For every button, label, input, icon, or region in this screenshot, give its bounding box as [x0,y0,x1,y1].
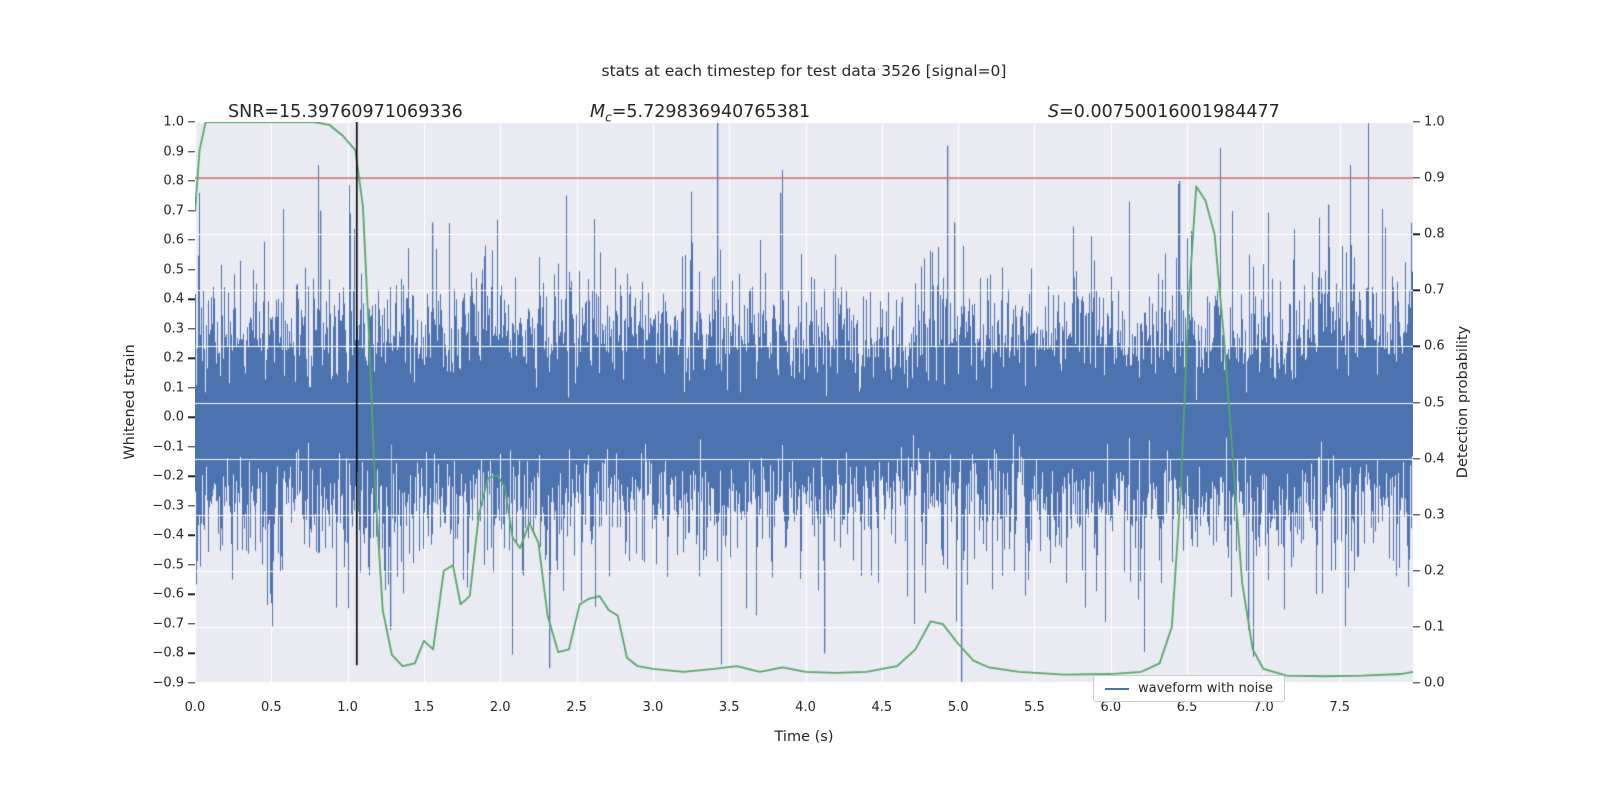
y-right-tick-mark [1413,345,1420,348]
x-tick-label: 0.5 [260,700,282,715]
y-left-tick-mark [188,387,195,389]
y-right-tick-label: 0.4 [1424,451,1445,467]
y-left-tick-label: −0.2 [152,468,184,484]
y-left-tick-label: 1.0 [163,114,184,130]
y-left-tick-label: 0.1 [163,380,184,396]
x-tick-label: 5.0 [947,700,969,715]
y-left-tick-label: 0.7 [163,203,184,219]
y-right-tick-mark [1413,457,1420,460]
y-left-tick-label: −0.9 [152,675,184,691]
y-left-tick-mark [188,623,195,625]
x-tick-label: 3.5 [718,700,740,715]
y-left-tick-label: −0.7 [152,616,184,632]
y-left-tick-label: 0.0 [163,409,184,425]
y-left-tick-label: 0.6 [163,232,184,248]
x-tick-label: 5.5 [1024,700,1045,715]
y-left-tick-mark [188,357,195,359]
y-left-tick-mark [188,209,195,212]
y-left-tick-mark [188,180,195,182]
annotation-snr-text: SNR=15.39760971069336 [228,102,463,122]
y-right-tick-mark [1413,513,1420,516]
plot-canvas [195,122,1413,683]
x-tick-label: 6.5 [1176,700,1198,715]
chirp-mass-symbol: M [590,102,606,122]
y-left-tick-label: 0.9 [163,144,184,160]
y-left-tick-mark [188,150,195,153]
y-right-tick-label: 0.0 [1424,675,1445,691]
x-tick-label: 7.5 [1329,700,1351,715]
y-left-tick-mark [188,121,195,123]
legend-item-label: waveform with noise [1138,681,1274,696]
chart-title: stats at each timestep for test data 352… [601,62,1007,80]
y-left-tick-mark [188,475,195,478]
x-tick-label: 4.5 [871,700,893,715]
y-left-tick-label: 0.2 [163,350,184,366]
s-symbol: S [1048,102,1060,122]
y-left-tick-label: 0.3 [163,321,184,337]
y-axis-label-right: Detection probability [1455,325,1471,479]
annotation-s: S=0.00750016001984477 [1048,102,1280,122]
annotation-chirp-mass: Mc=5.729836940765381 [590,102,810,125]
legend: waveform with noise [1093,675,1286,702]
y-right-tick-label: 0.6 [1424,338,1445,354]
y-left-tick-label: −0.8 [152,645,184,661]
annotation-snr: SNR=15.39760971069336 [228,102,463,122]
y-left-tick-mark [188,268,195,271]
y-axis-label-left: Whitened strain [122,344,138,460]
x-axis-label: Time (s) [774,729,834,745]
x-tick-label: 0.0 [184,700,206,715]
y-right-tick-mark [1413,570,1420,572]
y-right-tick-mark [1413,682,1420,684]
y-right-tick-mark [1413,233,1420,235]
y-right-tick-mark [1413,626,1420,628]
chirp-mass-value: =5.729836940765381 [611,102,811,122]
x-tick-label: 4.0 [795,700,816,715]
y-right-tick-label: 0.8 [1424,226,1445,242]
y-left-tick-label: 0.5 [163,262,184,278]
plot-area [195,122,1413,683]
y-right-tick-mark [1413,289,1420,291]
chirp-mass-subscript: c [605,110,612,125]
y-right-tick-label: 0.7 [1424,282,1445,298]
x-tick-label: 6.0 [1100,700,1122,715]
y-left-tick-label: −0.1 [152,439,184,455]
x-tick-label: 3.0 [642,700,664,715]
x-tick-label: 2.0 [489,700,511,715]
y-left-tick-mark [188,298,195,300]
x-tick-label: 1.5 [413,700,435,715]
y-left-tick-mark [188,446,195,448]
x-tick-label: 2.5 [566,700,587,715]
y-left-tick-label: −0.5 [152,557,184,573]
y-right-tick-label: 0.1 [1424,619,1445,635]
y-left-tick-label: −0.6 [152,586,184,602]
s-value: =0.00750016001984477 [1059,102,1280,122]
y-left-tick-mark [188,416,195,418]
y-left-tick-mark [188,534,195,537]
y-right-tick-label: 0.2 [1424,563,1445,579]
y-right-tick-mark [1413,121,1420,123]
legend-line-sample [1105,687,1129,690]
x-tick-label: 1.0 [337,700,358,715]
y-left-tick-label: −0.3 [152,498,184,514]
y-right-tick-label: 0.5 [1424,395,1445,410]
y-left-tick-label: −0.4 [152,527,184,543]
y-left-tick-mark [188,652,195,655]
y-right-tick-mark [1413,177,1420,179]
x-tick-label: 7.0 [1253,700,1274,715]
y-right-tick-label: 0.9 [1424,170,1445,186]
y-left-tick-mark [188,564,195,566]
y-right-tick-label: 1.0 [1424,114,1445,130]
y-left-tick-mark [188,505,195,507]
y-right-tick-mark [1413,401,1420,404]
y-left-tick-label: 0.8 [163,173,184,189]
y-left-tick-mark [188,593,195,596]
y-left-tick-mark [188,327,195,330]
y-left-tick-mark [188,682,195,684]
y-left-tick-label: 0.4 [163,291,184,307]
y-left-tick-mark [188,239,195,241]
y-right-tick-label: 0.3 [1424,507,1445,523]
